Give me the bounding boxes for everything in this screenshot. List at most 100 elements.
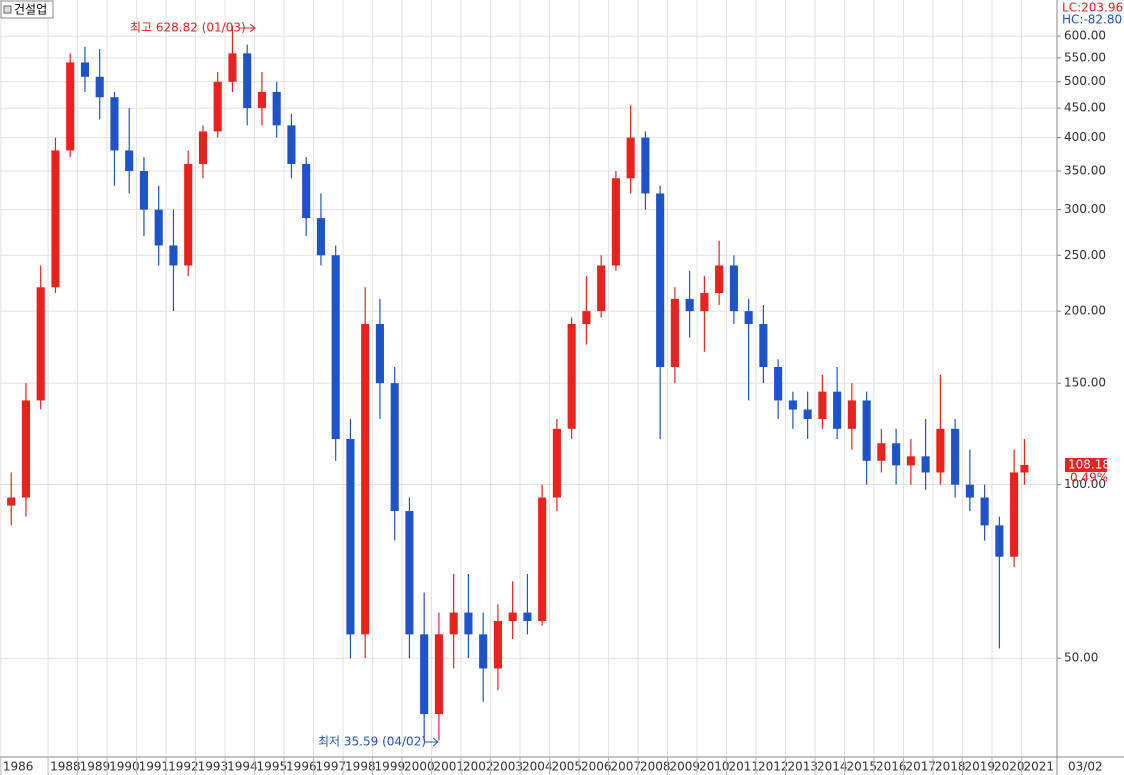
- candle-body: [110, 97, 119, 151]
- candle-body: [449, 612, 458, 635]
- candle-body: [729, 265, 738, 312]
- x-tick-label: 2001: [434, 760, 465, 774]
- candle-body: [862, 400, 871, 461]
- candle-body: [582, 311, 591, 324]
- candle-body: [51, 150, 60, 288]
- candle-body: [361, 323, 370, 635]
- candles: [7, 25, 1029, 741]
- candle-body: [80, 62, 90, 77]
- x-tick-label: 2005: [552, 760, 583, 774]
- candle-body: [154, 209, 163, 246]
- candle-body: [139, 171, 149, 210]
- chart-title: 건설업: [14, 3, 47, 17]
- x-tick-label: 2010: [699, 760, 730, 774]
- candle-body: [257, 91, 266, 109]
- candle-body: [464, 612, 473, 635]
- x-tick-label: 1989: [80, 760, 111, 774]
- x-tick-label: 2003: [493, 760, 524, 774]
- x-tick-label: 2013: [788, 760, 819, 774]
- candle-body: [66, 62, 75, 151]
- x-tick-label: 1994: [227, 760, 258, 774]
- candle-body: [980, 497, 989, 526]
- candle-body: [21, 400, 31, 498]
- x-tick-label: 1995: [257, 760, 288, 774]
- candle-body: [1020, 464, 1029, 473]
- date-label: 03/02: [1068, 760, 1103, 774]
- candle-body: [302, 163, 311, 219]
- y-tick-label: 100.00: [1064, 477, 1106, 491]
- low-annotation: 최저 35.59 (04/02): [318, 735, 426, 749]
- x-tick-label: 2012: [758, 760, 789, 774]
- candle-body: [921, 456, 930, 473]
- x-tick-label: 1993: [198, 760, 229, 774]
- candle-body: [213, 81, 222, 132]
- candle-body: [36, 287, 45, 401]
- x-tick-label: 2008: [640, 760, 671, 774]
- candle-body: [788, 400, 797, 410]
- x-tick-label: 1988: [50, 760, 81, 774]
- candle-body: [833, 391, 842, 429]
- candle-body: [759, 323, 768, 368]
- candle-body: [744, 311, 753, 324]
- candle-body: [184, 163, 193, 266]
- y-tick-label: 400.00: [1064, 130, 1106, 144]
- x-tick-label: 2014: [817, 760, 848, 774]
- candle-body: [405, 511, 414, 635]
- x-tick-label: 1997: [316, 760, 347, 774]
- candle-body: [847, 400, 856, 429]
- x-tick-label: 2002: [463, 760, 494, 774]
- candle-body: [316, 218, 325, 256]
- y-tick-label: 350.00: [1064, 164, 1106, 178]
- x-tick-label: 2019: [964, 760, 995, 774]
- candle-body: [228, 53, 237, 82]
- hc-label: HC:-82.80: [1062, 13, 1122, 27]
- x-tick-label: 2011: [729, 760, 760, 774]
- y-tick-label: 150.00: [1064, 376, 1106, 390]
- candle-body: [936, 428, 945, 473]
- x-tick-label: 1986: [3, 760, 34, 774]
- candle-body: [538, 497, 547, 622]
- y-tick-label: 550.00: [1064, 50, 1106, 64]
- x-tick-label: 1990: [109, 760, 140, 774]
- candle-body: [272, 91, 281, 126]
- grid: [0, 0, 1056, 757]
- candle-body: [656, 193, 665, 368]
- y-tick-label: 200.00: [1064, 304, 1106, 318]
- x-tick-label: 2016: [876, 760, 907, 774]
- x-tick-label: 2020: [994, 760, 1025, 774]
- x-tick-label: 1992: [168, 760, 199, 774]
- candle-body: [892, 443, 901, 466]
- candle-body: [169, 245, 178, 266]
- candle-body: [597, 265, 606, 312]
- candle-body: [995, 525, 1004, 557]
- candle-body: [641, 137, 650, 194]
- low-arrow: [424, 737, 439, 747]
- candle-body: [523, 612, 532, 622]
- candle-body: [198, 131, 207, 164]
- y-tick-label: 50.00: [1064, 651, 1098, 665]
- x-tick-label: 2000: [404, 760, 435, 774]
- candle-body: [670, 298, 679, 368]
- candle-body: [567, 323, 576, 429]
- y-tick-label: 500.00: [1064, 74, 1106, 88]
- lc-label: LC:203.96: [1062, 1, 1123, 15]
- candle-body: [390, 383, 399, 512]
- x-tick-label: 1996: [286, 760, 317, 774]
- candle-body: [346, 439, 355, 635]
- candle-body: [1010, 472, 1019, 557]
- last-price-label: 108.18: [1068, 457, 1110, 471]
- candle-body: [552, 428, 561, 498]
- candle-body: [125, 150, 134, 172]
- x-tick-label: 1991: [139, 760, 170, 774]
- candle-body: [420, 634, 429, 715]
- y-tick-label: 450.00: [1064, 101, 1106, 115]
- candle-body: [508, 612, 517, 622]
- candle-body: [611, 178, 620, 266]
- x-tick-label: 2018: [935, 760, 966, 774]
- candle-body: [685, 298, 694, 312]
- candle-body: [243, 53, 252, 109]
- candle-body: [877, 443, 886, 461]
- candle-body: [479, 634, 488, 669]
